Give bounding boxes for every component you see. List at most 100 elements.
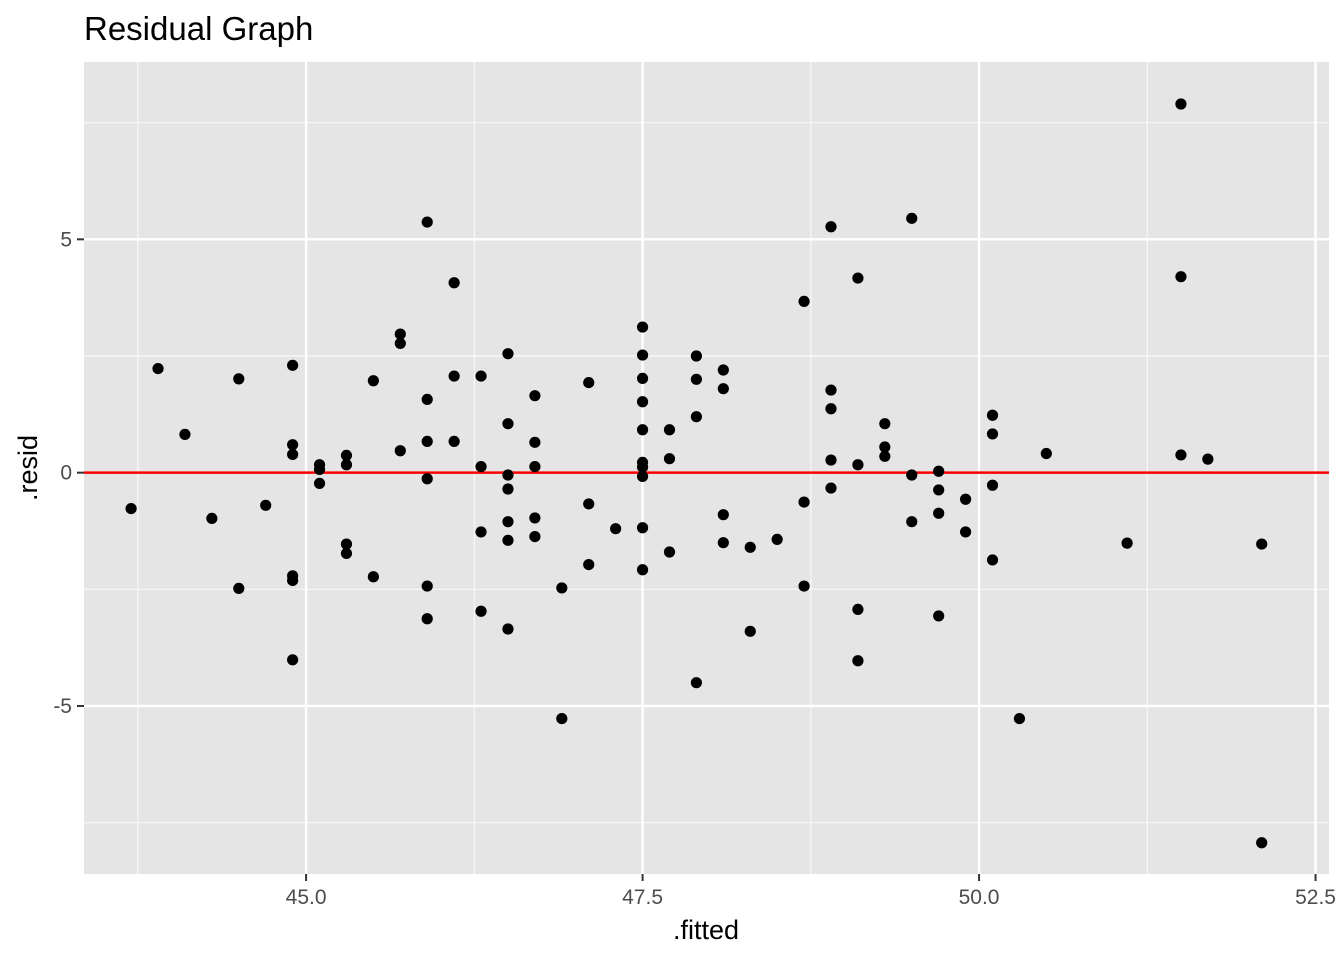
scatter-point <box>421 393 433 405</box>
scatter-point <box>367 571 379 583</box>
scatter-point <box>610 523 622 535</box>
scatter-point <box>744 541 756 553</box>
y-tick-label: 0 <box>60 462 72 485</box>
scatter-point <box>529 461 541 473</box>
data-points <box>125 98 1268 849</box>
scatter-point <box>340 459 353 471</box>
scatter-point <box>663 453 676 465</box>
scatter-point <box>959 526 972 538</box>
scatter-point <box>233 582 245 595</box>
scatter-point <box>475 370 487 382</box>
scatter-point <box>1175 449 1187 461</box>
scatter-point <box>690 677 703 689</box>
scatter-point <box>475 461 487 473</box>
scatter-point <box>502 418 514 430</box>
scatter-point <box>448 370 460 382</box>
scatter-point <box>125 503 137 515</box>
scatter-point <box>636 321 649 333</box>
scatter-point <box>448 435 460 447</box>
scatter-point <box>933 507 945 519</box>
scatter-point <box>690 350 703 362</box>
scatter-point <box>313 463 326 475</box>
scatter-point <box>313 477 326 489</box>
y-axis-ticks: -5 0 5 <box>53 228 84 718</box>
scatter-point <box>986 479 999 491</box>
scatter-point <box>583 559 595 571</box>
scatter-point <box>556 582 568 594</box>
scatter-point <box>636 522 649 534</box>
scatter-point <box>1175 98 1187 110</box>
y-tick-label: 5 <box>60 228 72 251</box>
x-axis-title: .fitted <box>673 915 739 945</box>
scatter-point <box>663 546 676 558</box>
scatter-point <box>879 418 891 430</box>
scatter-point <box>636 372 649 384</box>
scatter-point <box>879 441 891 453</box>
scatter-point <box>959 493 972 505</box>
scatter-point <box>394 445 406 457</box>
scatter-point <box>663 424 676 436</box>
scatter-point <box>287 654 299 666</box>
scatter-point <box>906 516 918 528</box>
y-tick-label: -5 <box>53 695 72 718</box>
scatter-point <box>636 461 649 473</box>
scatter-point <box>394 328 406 340</box>
scatter-point <box>206 512 218 525</box>
scatter-point <box>421 216 433 228</box>
scatter-point <box>502 623 514 635</box>
scatter-point <box>529 436 541 448</box>
scatter-point <box>1202 453 1214 465</box>
scatter-point <box>233 373 245 385</box>
scatter-point <box>1256 538 1268 550</box>
scatter-point <box>529 390 541 402</box>
scatter-point <box>287 359 299 371</box>
scatter-point <box>475 526 487 538</box>
scatter-point <box>340 547 353 560</box>
x-axis-ticks: 45.0 47.5 50.0 52.5 <box>286 874 1336 909</box>
scatter-point <box>744 625 756 637</box>
scatter-point <box>1040 447 1052 460</box>
scatter-point <box>825 482 837 494</box>
scatter-point <box>448 277 460 289</box>
scatter-point <box>340 449 353 461</box>
scatter-point <box>825 454 837 466</box>
scatter-point <box>690 373 703 385</box>
scatter-point <box>502 469 514 481</box>
scatter-point <box>933 610 945 622</box>
scatter-point <box>583 498 595 510</box>
scatter-point <box>152 363 164 375</box>
scatter-point <box>475 605 487 617</box>
scatter-point <box>717 364 729 376</box>
scatter-point <box>260 499 272 511</box>
scatter-point <box>529 512 541 524</box>
y-axis-title: .resid <box>13 435 43 501</box>
scatter-point <box>771 533 783 546</box>
scatter-point <box>717 383 729 395</box>
scatter-point <box>636 564 649 576</box>
scatter-point <box>986 409 999 421</box>
scatter-point <box>852 655 864 667</box>
scatter-point <box>933 465 945 477</box>
scatter-point <box>421 435 433 447</box>
scatter-point <box>179 428 191 440</box>
scatter-point <box>636 470 649 482</box>
scatter-point <box>852 603 864 616</box>
x-tick-label: 45.0 <box>286 886 327 909</box>
scatter-point <box>340 538 353 550</box>
scatter-point <box>1121 537 1133 549</box>
scatter-point <box>852 459 864 471</box>
scatter-point <box>798 496 810 508</box>
scatter-point <box>421 613 433 625</box>
scatter-point <box>421 580 433 592</box>
scatter-point <box>287 574 299 587</box>
scatter-point <box>636 396 649 408</box>
scatter-point <box>421 473 433 485</box>
scatter-point <box>287 448 299 461</box>
scatter-point <box>502 483 514 495</box>
scatter-point <box>825 384 837 396</box>
x-tick-label: 50.0 <box>959 886 1000 909</box>
chart-title: Residual Graph <box>84 10 313 47</box>
scatter-point <box>502 534 514 546</box>
scatter-point <box>798 295 810 307</box>
